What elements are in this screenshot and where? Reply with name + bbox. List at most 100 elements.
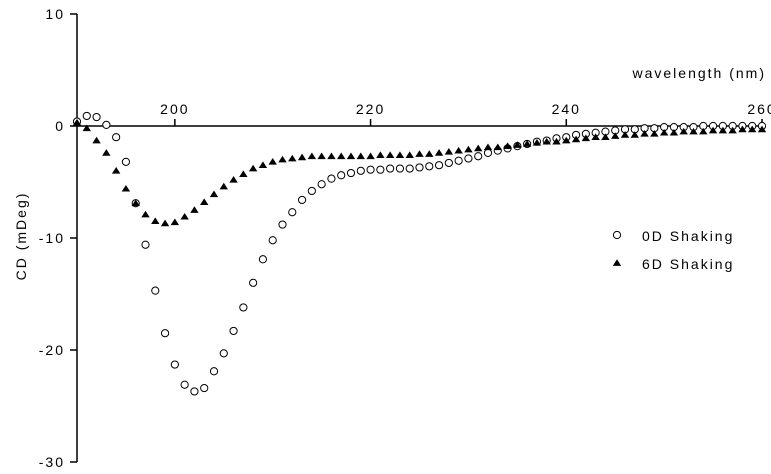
data-point-6d [356,152,365,160]
data-point-6d [571,135,581,143]
data-point-0d [474,152,483,161]
y-axis-title: CD (mDeg) [13,192,29,281]
data-point-0d [297,195,307,205]
data-point-6d [151,217,160,225]
data-point-0d [200,383,209,393]
data-point-6d [288,154,297,162]
data-point-6d [474,144,483,152]
data-point-6d [444,147,454,155]
data-point-6d [131,199,140,207]
data-point-0d [464,154,473,163]
data-point-6d [72,118,82,126]
y-tick-label: -30 [39,454,65,470]
data-point-6d [542,137,551,145]
data-point-6d [297,153,307,161]
data-point-6d [425,150,434,157]
data-point-6d [209,190,219,198]
data-point-6d [757,125,767,133]
tick-labels: 10 0 -10 -20 -30 200 220 240 260 [39,6,771,470]
data-point-0d [102,120,111,129]
data-point-6d [640,130,649,137]
x-tick-label: 220 [356,101,385,117]
data-point-6d [82,124,91,132]
data-point-0d [92,112,101,122]
data-point-6d [366,152,375,160]
data-point-0d [307,186,316,196]
data-point-6d [718,126,728,134]
data-point-0d [317,180,326,189]
ticks [70,13,763,463]
data-point-0d [434,161,444,170]
data-point-6d [522,140,532,147]
y-tick-label: 0 [55,118,65,134]
data-point-0d [376,165,385,174]
data-point-6d [708,126,718,134]
data-point-6d [581,134,591,142]
data-point-6d [385,151,395,158]
legend-item-6d-shaking: 6D Shaking [612,256,734,272]
data-point-6d [591,133,600,141]
data-point-6d [141,210,150,218]
data-point-0d [219,349,228,358]
data-point-6d [630,131,639,138]
data-point-0d [249,278,258,287]
data-point-6d [258,161,268,169]
data-point-6d [601,133,610,141]
data-point-0d [151,286,160,295]
data-point-6d [376,151,385,158]
data-point-6d [454,146,463,154]
y-tick-label: 10 [45,6,65,22]
data-point-6d [102,149,111,156]
x-axis-title: wavelength (nm) [632,65,767,81]
data-point-6d [307,152,317,160]
legend: 0D Shaking 6D Shaking [612,228,734,272]
data-point-6d [689,127,698,135]
data-point-0d [425,162,434,171]
data-point-0d [229,326,238,336]
data-point-6d [728,126,737,134]
data-point-6d [346,152,356,160]
legend-marker-open-circle [612,230,622,240]
x-tick-label: 200 [160,101,189,117]
series-6d-shaking [72,118,767,227]
x-tick-label: 240 [552,101,581,117]
data-point-6d [92,136,101,144]
data-point-0d [160,329,170,338]
data-point-0d [190,387,199,396]
data-point-0d [288,208,297,217]
data-point-6d [513,141,522,148]
data-point-0d [346,168,356,178]
data-point-6d [532,139,542,146]
x-tick-label: 260 [747,101,771,117]
data-point-6d [337,152,346,160]
legend-label: 0D Shaking [642,228,734,244]
legend-marker-filled-triangle [612,259,622,266]
data-point-6d [229,175,238,183]
data-point-6d [738,125,747,133]
data-point-6d [170,218,180,226]
data-point-6d [317,152,326,160]
data-point-0d [415,163,424,172]
data-point-6d [190,206,199,213]
data-point-0d [327,174,336,183]
data-point-6d [395,151,405,158]
y-tick-label: -20 [39,342,65,358]
data-point-0d [82,111,91,121]
data-point-0d [112,133,121,142]
data-point-0d [483,148,493,157]
data-point-0d [209,367,219,376]
data-point-6d [620,131,630,138]
data-point-6d [180,212,189,220]
data-point-6d [278,155,287,163]
data-point-6d [650,130,659,137]
data-point-6d [248,164,258,172]
legend-label: 6D Shaking [642,256,734,272]
data-point-6d [669,128,679,136]
data-point-0d [444,158,453,168]
data-point-6d [659,128,669,136]
data-point-0d [239,303,248,312]
data-point-6d [268,158,277,165]
data-point-6d [562,136,571,144]
data-point-6d [552,137,561,145]
data-point-6d [483,143,493,151]
